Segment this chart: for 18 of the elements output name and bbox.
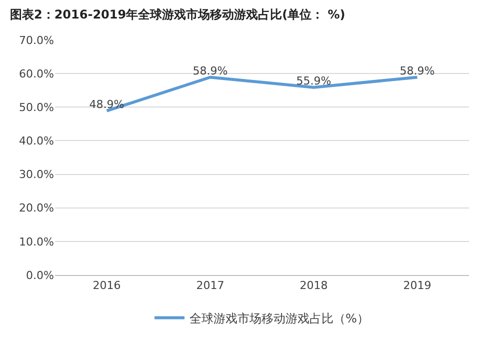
data-label: 55.9% [296, 74, 332, 88]
chart-title: 图表2：2016-2019年全球游戏市场移动游戏占比(单位： %) [10, 8, 346, 22]
x-tick-label: 2017 [196, 279, 224, 292]
x-tick-label: 2019 [403, 279, 432, 292]
y-tick-label: 20.0% [19, 202, 54, 215]
y-tick-label: 10.0% [19, 235, 54, 248]
y-tick-label: 50.0% [19, 100, 54, 114]
data-label: 58.9% [192, 64, 228, 78]
y-tick-label: 30.0% [19, 168, 54, 182]
x-tick-label: 2016 [92, 279, 121, 292]
legend-label: 全球游戏市场移动游戏占比（%） [190, 311, 369, 326]
data-label: 58.9% [400, 64, 435, 78]
y-tick-label: 70.0% [19, 34, 54, 47]
y-tick-label: 40.0% [19, 134, 54, 148]
y-tick-label: 0.0% [26, 268, 54, 282]
y-tick-label: 60.0% [19, 67, 54, 80]
data-label: 48.9% [89, 98, 124, 112]
x-tick-label: 2018 [300, 279, 328, 292]
